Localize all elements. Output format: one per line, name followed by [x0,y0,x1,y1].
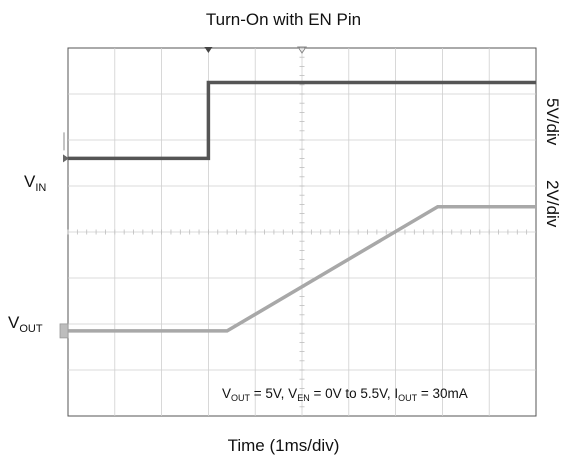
vin-scale-label: 5V/div [543,98,562,146]
delay-marker [297,46,307,54]
x-axis-label: Time (1ms/div) [227,436,340,455]
trace-vin [68,80,536,161]
vin-ground-marker [63,154,69,163]
vout-channel-label: VOUT [8,313,43,335]
trigger-marker [204,47,213,53]
trace-vout [68,204,536,333]
test-conditions-annotation: VOUT = 5V, VEN = 0V to 5.5V, IOUT = 30mA [222,386,468,403]
vout-scale-label: 2V/div [543,180,562,228]
vin-channel-label: VIN [24,172,47,194]
vout-ground-marker [59,323,69,339]
chart-title: Turn-On with EN Pin [205,10,362,29]
